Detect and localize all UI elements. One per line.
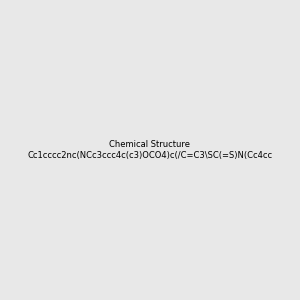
Text: Chemical Structure
Cc1cccc2nc(NCc3ccc4c(c3)OCO4)c(/C=C3\SC(=S)N(Cc4cc: Chemical Structure Cc1cccc2nc(NCc3ccc4c(… — [27, 140, 273, 160]
